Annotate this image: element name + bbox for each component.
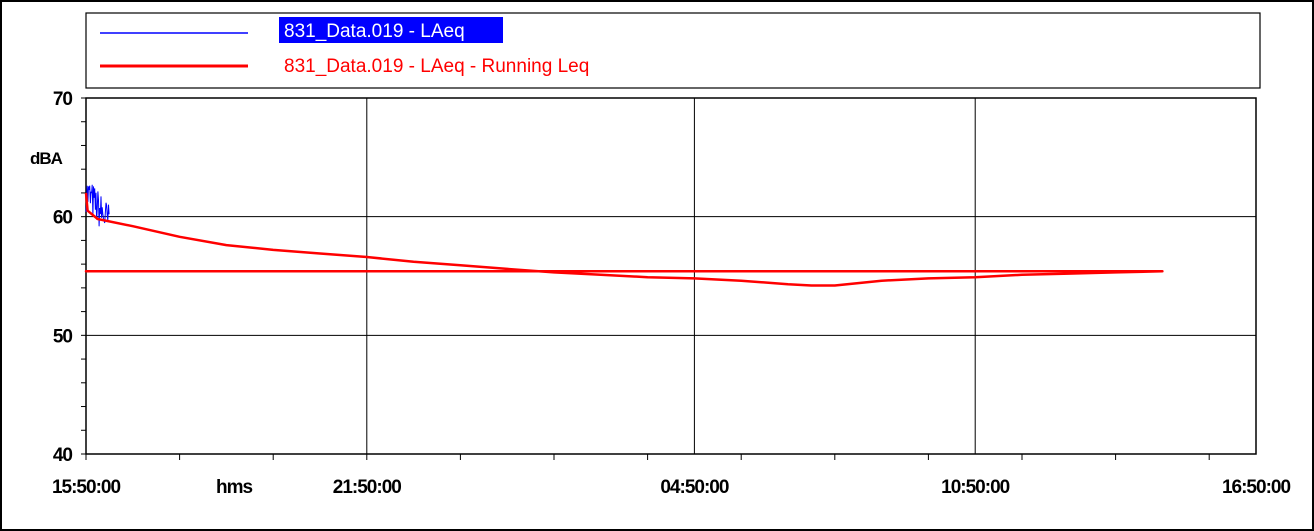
legend-selection-highlight: [279, 17, 503, 43]
series-lines: [84, 184, 1164, 287]
window-top-edge: [0, 0, 1314, 2]
legend-box: [85, 12, 1261, 89]
y-tick-label: 70: [53, 89, 73, 110]
plot-area: [85, 97, 1257, 455]
series-laeq-line: [85, 184, 110, 227]
legend-label-laeq[interactable]: 831_Data.019 - LAeq: [284, 21, 465, 42]
y-tick-label: 50: [53, 326, 73, 347]
x-tick-labels: 15:50:00 21:50:00 04:50:00 10:50:00 16:50:00: [52, 477, 1291, 498]
x-tick-label: 21:50:00: [333, 477, 401, 498]
x-tick-label: 04:50:00: [660, 477, 728, 498]
y-axis-unit-label: dBA: [30, 149, 63, 168]
x-tick-label: 15:50:00: [52, 477, 120, 498]
y-tick-labels: 40 50 60 70: [53, 89, 74, 466]
y-tick-label: 60: [53, 208, 73, 229]
legend-label-running-leq[interactable]: 831_Data.019 - LAeq - Running Leq: [284, 56, 589, 77]
series-running-leq-line: [84, 192, 1164, 287]
y-tick-label: 40: [53, 445, 73, 466]
x-axis-unit-label: hms: [216, 477, 253, 498]
x-tick-label: 10:50:00: [941, 477, 1009, 498]
x-tick-label: 16:50:00: [1222, 477, 1290, 498]
minor-ticks: [81, 97, 1210, 460]
